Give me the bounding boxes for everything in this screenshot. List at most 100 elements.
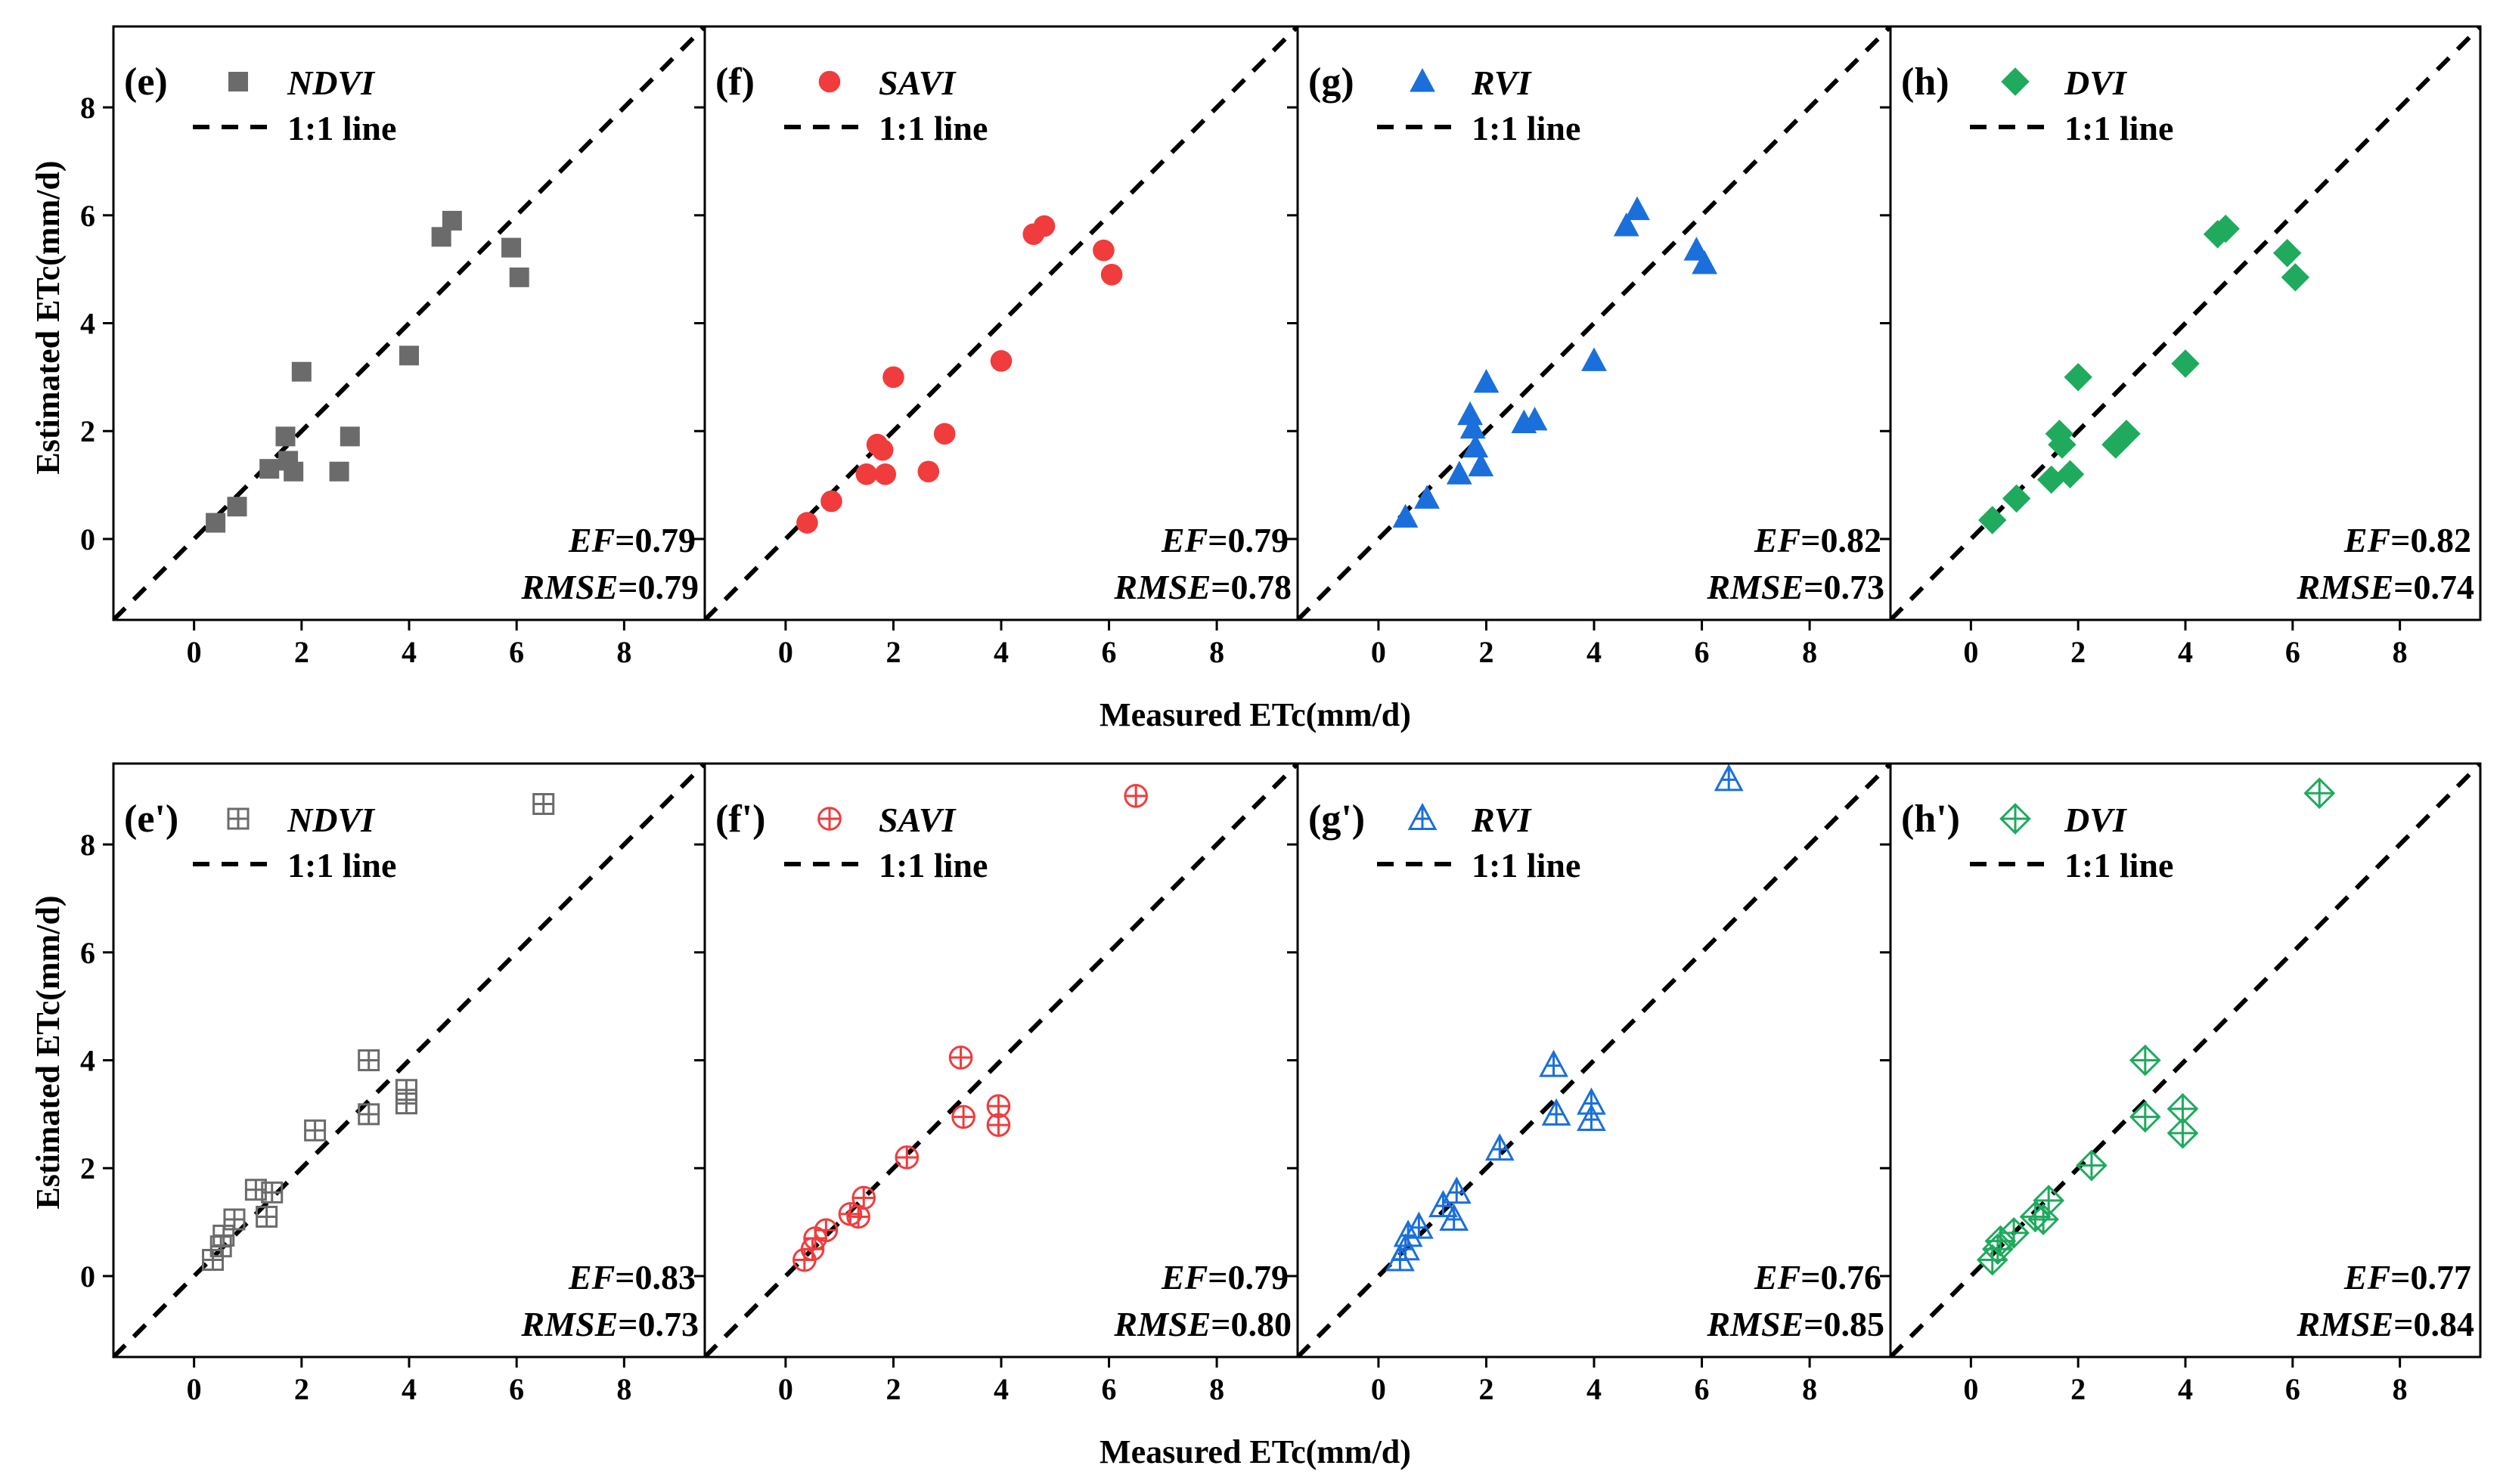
rmse-statistic: RMSE=0.84 — [2296, 1305, 2474, 1343]
x-tick-label: 8 — [2393, 635, 2408, 669]
one-to-one-line — [113, 26, 705, 620]
legend-marker — [227, 807, 250, 830]
data-point-13 — [1093, 239, 1115, 262]
x-tick-label: 4 — [2178, 635, 2193, 669]
data-point-10 — [2129, 1101, 2161, 1133]
x-tick-label: 2 — [2070, 1372, 2086, 1406]
data-point-5 — [2048, 430, 2077, 459]
data-point-3 — [855, 463, 878, 485]
data-point-10 — [358, 1103, 380, 1126]
data-point-9 — [340, 426, 360, 447]
x-tick-label: 0 — [778, 635, 793, 669]
x-tick-label: 2 — [886, 635, 901, 669]
legend-series-label: DVI — [2064, 801, 2128, 839]
data-point-4 — [1457, 401, 1483, 426]
row2-y-axis-label: Estimated ETc(mm/d) — [29, 895, 67, 1209]
legend-marker — [2001, 67, 2030, 96]
data-point-7 — [2033, 1185, 2065, 1216]
x-tick-label: 4 — [994, 635, 1009, 669]
legend-series-label: RVI — [1471, 801, 1533, 839]
legend-marker — [1407, 802, 1438, 830]
rmse-statistic: RMSE=0.74 — [2296, 568, 2474, 606]
legend-line-label: 1:1 line — [1472, 109, 1580, 147]
data-point-14 — [2281, 263, 2310, 292]
x-tick-label: 6 — [1102, 1372, 1117, 1406]
row1-y-axis-label: Estimated ETc(mm/d) — [29, 160, 67, 474]
ef-statistic: EF=0.77 — [2343, 1258, 2471, 1297]
legend-series-label: DVI — [2064, 64, 2128, 102]
data-point-6 — [1462, 433, 1489, 458]
data-point-4 — [275, 426, 296, 447]
data-point-13 — [2273, 239, 2302, 268]
x-tick-label: 2 — [1478, 1372, 1493, 1406]
data-point-6 — [284, 461, 304, 482]
scatter-panel-1: 0 2 4 6 8 0 2 4 6 8 (e) NDVI 1:1 line EF=0.79 RMSE=0.7… — [80, 25, 706, 669]
data-point-6 — [874, 463, 897, 485]
y-tick-label: 4 — [80, 1044, 95, 1078]
x-tick-label: 0 — [187, 1372, 202, 1406]
legend-series-label: NDVI — [287, 64, 376, 102]
data-point-2 — [820, 490, 842, 513]
rmse-statistic: RMSE=0.78 — [1113, 568, 1292, 606]
legend-line-label: 1:1 line — [2064, 846, 2173, 885]
data-point-4 — [1403, 1211, 1434, 1239]
data-point-1 — [202, 1249, 225, 1272]
data-point-8 — [2076, 1149, 2108, 1182]
x-tick-label: 0 — [187, 635, 202, 669]
x-tick-label: 8 — [1209, 1372, 1224, 1406]
data-point-4 — [223, 1208, 246, 1231]
one-to-one-line — [1890, 764, 2480, 1357]
panel-label: (f) — [715, 60, 755, 104]
x-tick-label: 6 — [509, 1372, 524, 1406]
rmse-statistic: RMSE=0.73 — [520, 1305, 699, 1343]
x-tick-label: 8 — [1209, 635, 1224, 669]
panel-grid: 0 2 4 6 8 0 2 4 6 8 (e) NDVI 1:1 line EF=0.79 RMSE=0.7… — [80, 25, 2482, 1406]
data-point-13 — [1624, 196, 1650, 221]
data-point-9 — [358, 1049, 380, 1071]
one-to-one-line — [1890, 26, 2480, 620]
data-point-6 — [256, 1205, 278, 1228]
data-point-3 — [2037, 465, 2066, 494]
legend-line-label: 1:1 line — [287, 846, 396, 885]
data-point-14 — [1100, 263, 1123, 286]
one-to-one-line — [113, 764, 705, 1357]
row1-x-axis-label: Measured ETc(mm/d) — [1100, 696, 1411, 733]
data-point-12 — [395, 1092, 417, 1115]
data-point-7 — [261, 1181, 284, 1204]
data-point-7 — [291, 361, 312, 382]
scatter-panel-3: 0 2 4 6 8 (g) RVI 1:1 line EF=0.82 RMSE=0.73 — [1287, 25, 1892, 669]
data-point-2 — [227, 497, 247, 517]
data-point-15 — [1692, 250, 1718, 274]
data-point-1 — [796, 512, 818, 534]
data-point-12 — [1577, 1103, 1606, 1131]
data-point-12 — [2211, 214, 2240, 243]
data-point-10 — [1541, 1098, 1571, 1126]
data-point-5 — [1459, 414, 1486, 439]
y-tick-label: 0 — [80, 1259, 95, 1293]
y-tick-label: 2 — [80, 1151, 95, 1185]
x-tick-label: 6 — [509, 635, 524, 669]
x-tick-label: 8 — [1802, 1372, 1817, 1406]
row1-x-axis-label-text: Measured ETc(mm/d) — [1100, 696, 1411, 733]
panel-label: (f') — [715, 798, 765, 841]
data-point-4 — [1998, 1217, 2030, 1249]
data-point-6 — [1439, 1203, 1469, 1231]
data-point-13 — [532, 793, 555, 816]
data-point-13 — [1124, 784, 1148, 808]
data-point-8 — [304, 1119, 327, 1142]
rmse-statistic: RMSE=0.80 — [1113, 1305, 1292, 1343]
legend-marker — [1999, 803, 2031, 835]
panel-label: (g') — [1308, 798, 1365, 841]
data-point-2 — [2002, 484, 2031, 513]
x-tick-label: 0 — [1963, 1372, 1978, 1406]
panel-label: (h') — [1901, 798, 1960, 841]
x-tick-label: 2 — [294, 1372, 309, 1406]
x-tick-label: 4 — [1586, 635, 1602, 669]
row2-y-axis-label-text: Estimated ETc(mm/d) — [29, 895, 67, 1209]
y-tick-label: 4 — [80, 307, 95, 341]
legend-marker — [1410, 68, 1435, 92]
data-point-9 — [948, 1046, 973, 1070]
legend-series-label: SAVI — [879, 801, 957, 839]
scatter-panel-4: 0 2 4 6 8 (h) DVI 1:1 line EF=0.82 RMSE=0.74 — [1880, 25, 2482, 669]
